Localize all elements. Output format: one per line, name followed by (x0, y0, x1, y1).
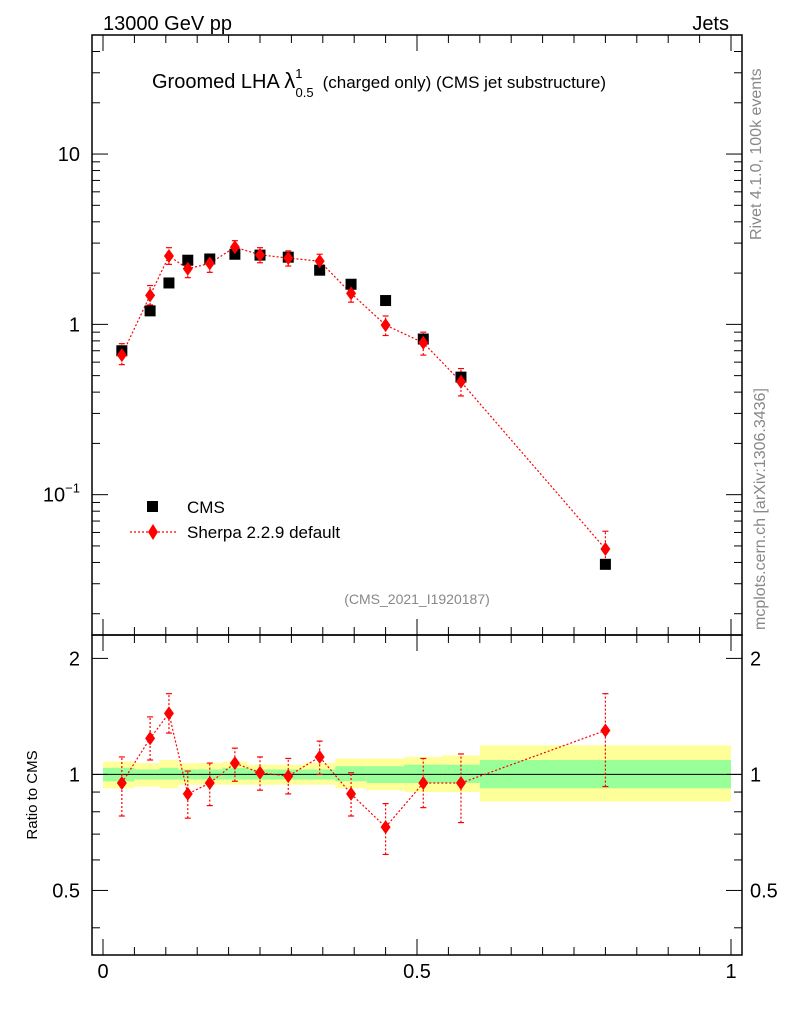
main-y-tick-label: 10 (58, 144, 80, 166)
data-point (229, 248, 241, 260)
data-point (314, 264, 326, 276)
ratio-y-tick-label-right: 0.5 (750, 880, 778, 902)
ratio-y-tick-labels: 2 2 1 1 0.5 0.5 (52, 648, 778, 902)
data-point (144, 305, 156, 317)
ratio-axis-ticks (92, 635, 742, 955)
ratio-point (204, 776, 215, 791)
legend: CMS Sherpa 2.2.9 default (130, 498, 340, 542)
title-lambda: λ (284, 68, 295, 93)
x-tick-label: 0.5 (403, 961, 431, 983)
ratio-point (346, 786, 357, 801)
mc-point (346, 286, 357, 301)
x-tick-label: 1 (725, 961, 736, 983)
ratio-point (418, 776, 429, 791)
mc-point (455, 374, 466, 389)
ratio-uncertainty-bands (103, 745, 731, 802)
analysis-id: (CMS_2021_I1920187) (344, 591, 490, 607)
mc-point (600, 541, 611, 556)
ratio-point (163, 706, 174, 721)
ratio-y-tick-label-right: 1 (750, 764, 761, 786)
ratio-point (145, 731, 156, 746)
ratio-point (116, 776, 127, 791)
title-prefix: Groomed LHA (152, 71, 284, 93)
mc-point (116, 348, 127, 363)
mc-point (418, 335, 429, 350)
mc-point (255, 247, 265, 262)
jets-label: Jets (692, 13, 729, 35)
ratio-point (314, 749, 325, 764)
ratio-point (455, 776, 466, 791)
legend-mc-marker (148, 524, 158, 540)
ratio-y-tick-label-left: 1 (69, 764, 80, 786)
mc-point (229, 240, 240, 255)
main-y-tick-labels: 10 1 10−1 (43, 144, 80, 507)
rivet-label: Rivet 4.1.0, 100k events (748, 68, 765, 240)
mcplots-label: mcplots.cern.ch [arXiv:1306.3436] (752, 388, 769, 630)
energy-label: 13000 GeV pp (103, 13, 232, 35)
ratio-series-group (116, 693, 611, 856)
data-point (345, 278, 357, 290)
main-y-tick-label: 1 (69, 314, 80, 336)
mc-point (204, 256, 215, 271)
ratio-point (380, 820, 391, 835)
ratio-y-tick-label-left: 0.5 (52, 880, 80, 902)
plot-title: Groomed LHA λ1 0.5 (charged only) (CMS jet… (152, 66, 606, 100)
mc-point (163, 248, 174, 263)
x-tick-labels: 0 0.5 1 (97, 961, 736, 983)
title-sup: 1 (295, 66, 302, 81)
mc-point (145, 288, 156, 303)
data-point (599, 558, 611, 570)
mc-point (380, 318, 391, 333)
mc-point (283, 251, 294, 266)
ratio-band-inner (222, 767, 248, 780)
main-panel-frame (91, 34, 743, 636)
main-series-group (116, 240, 611, 570)
mc-point (182, 261, 193, 276)
title-suffix: (charged only) (CMS jet substructure) (323, 73, 606, 92)
legend-mc-label: Sherpa 2.2.9 default (187, 523, 340, 542)
legend-data-marker (147, 501, 158, 512)
ratio-point (283, 769, 294, 784)
ratio-band-inner (335, 766, 367, 782)
mc-point (314, 254, 325, 269)
x-tick-label: 0 (97, 961, 108, 983)
data-point (182, 254, 194, 266)
main-y-tick-label: 10−1 (43, 481, 80, 507)
ratio-point (600, 723, 611, 738)
main-axis-ticks (92, 34, 742, 635)
ratio-point (182, 786, 193, 801)
title-sub: 0.5 (296, 85, 314, 100)
ratio-point (255, 765, 265, 780)
ratio-band-inner (159, 767, 179, 780)
data-point (380, 295, 392, 307)
ratio-line (121, 711, 606, 828)
ratio-y-axis-label: Ratio to CMS (24, 750, 41, 839)
data-point (163, 277, 175, 289)
ratio-point (229, 756, 240, 771)
ratio-y-tick-label-left: 2 (69, 648, 80, 670)
ratio-y-tick-label-right: 2 (750, 648, 761, 670)
legend-data-label: CMS (187, 498, 225, 517)
